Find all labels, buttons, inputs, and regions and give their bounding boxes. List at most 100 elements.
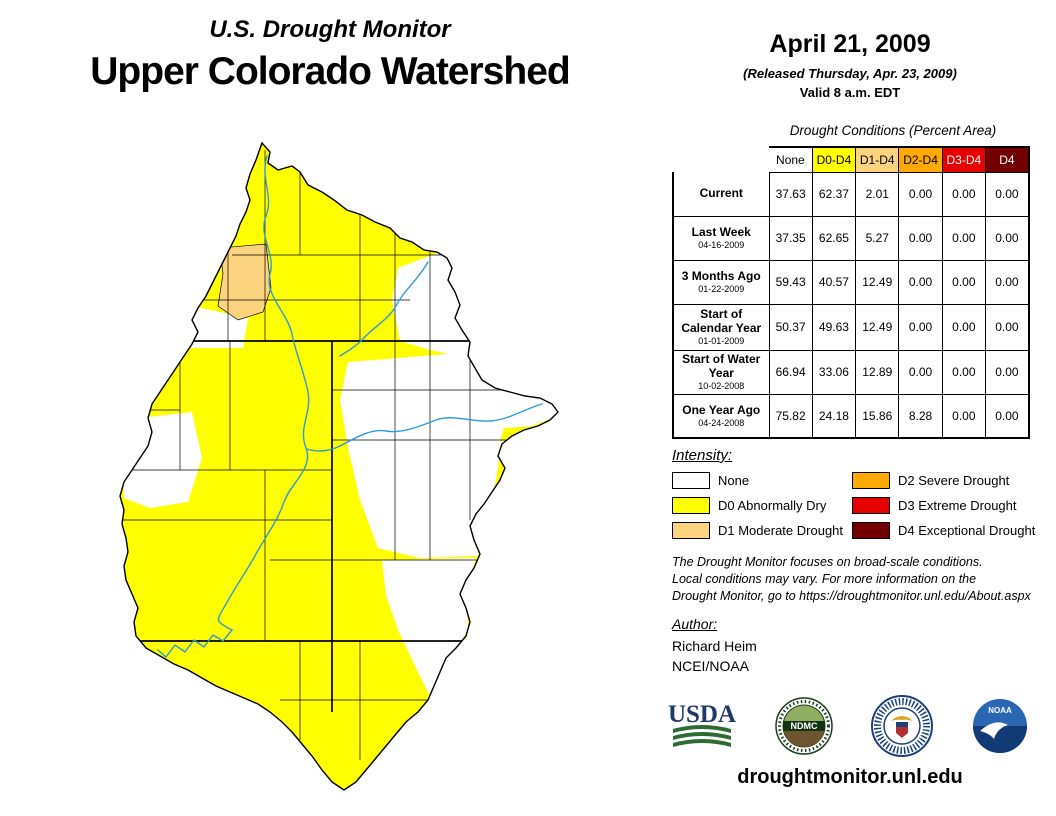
legend-label: D2 Severe Drought — [898, 473, 1010, 488]
row-date: 04-16-2009 — [698, 240, 745, 251]
legend-label: D0 Abnormally Dry — [718, 498, 827, 513]
legend-item: D4 Exceptional Drought — [852, 518, 1035, 543]
usda-stripe — [673, 725, 731, 733]
map-date: April 21, 2009 — [769, 30, 931, 58]
county-lines — [120, 150, 558, 760]
ndmc-landscape — [782, 726, 825, 747]
cell-value: 12.49 — [855, 259, 900, 305]
cell-value: 0.00 — [898, 259, 943, 305]
cell-value: 0.00 — [984, 303, 1030, 351]
legend-label: D1 Moderate Drought — [718, 523, 844, 538]
disclaimer-text: The Drought Monitor focuses on broad-sca… — [672, 554, 1031, 605]
cell-value: 0.00 — [984, 215, 1030, 261]
table-row: Last Week 04-16-2009 37.35 62.65 5.27 0.0… — [672, 215, 1030, 261]
cell-value: 12.49 — [855, 303, 900, 351]
commerce-seal — [871, 695, 934, 757]
row-date: 10-02-2008 — [698, 380, 745, 391]
cell-value: 0.00 — [941, 349, 986, 395]
cell-value: 50.37 — [768, 303, 813, 351]
row-date: 04-24-2008 — [698, 417, 745, 428]
date-block: April 21, 2009 (Released Thursday, Apr. … — [700, 30, 1000, 100]
legend-item: D1 Moderate Drought — [672, 518, 843, 543]
table-title: Drought Conditions (Percent Area) — [789, 123, 997, 138]
row-label: Start of Water Year — [682, 352, 761, 380]
table-row: Start of Calendar Year 01-01-2009 50.37 4… — [672, 303, 1030, 351]
cell-value: 0.00 — [898, 303, 943, 351]
legend-swatch-d0 — [672, 497, 710, 514]
title-block: U.S. Drought Monitor Upper Colorado Wate… — [30, 16, 630, 94]
legend-item: D0 Abnormally Dry — [672, 493, 843, 518]
cell-value: 0.00 — [984, 259, 1030, 305]
noaa-seagull — [979, 722, 1008, 739]
legend-label: D4 Exceptional Drought — [898, 523, 1036, 538]
row-label: One Year Ago — [682, 402, 761, 417]
commerce-eagle — [891, 716, 914, 721]
cell-value: 0.00 — [898, 171, 943, 217]
usda-stripe — [673, 732, 731, 740]
rivers — [157, 155, 543, 658]
row-label: Last Week — [691, 224, 751, 239]
disclaimer-line: The Drought Monitor focuses on broad-sca… — [672, 555, 983, 569]
usda-logo: USDA — [668, 701, 736, 747]
legend-swatch-d1 — [672, 522, 710, 539]
drought-conditions-table: None D0-D4 D1-D4 D2-D4 D3-D4 D4 Current … — [672, 146, 1030, 439]
table-header-row: None D0-D4 D1-D4 D2-D4 D3-D4 D4 — [673, 146, 1030, 173]
cell-value: 0.00 — [984, 349, 1030, 395]
usda-stripe — [673, 739, 731, 747]
region-title: Upper Colorado Watershed — [90, 50, 570, 93]
table-row: 3 Months Ago 01-22-2009 59.43 40.57 12.49… — [672, 259, 1030, 305]
legend-label: D3 Extreme Drought — [898, 498, 1017, 513]
legend-title: Intensity: — [672, 447, 733, 464]
cell-value: 2.01 — [855, 171, 900, 217]
cell-value: 37.35 — [768, 215, 813, 261]
valid-time: Valid 8 a.m. EDT — [799, 85, 901, 100]
column-header-d0d4: D0-D4 — [811, 146, 857, 173]
legend-column-right: D2 Severe Drought D3 Extreme Drought D4 … — [852, 468, 1035, 543]
cell-value: 62.37 — [811, 171, 857, 217]
cell-value: 8.28 — [898, 393, 943, 439]
cell-value: 33.06 — [811, 349, 857, 395]
cell-value: 75.82 — [768, 393, 813, 439]
cell-value: 0.00 — [941, 171, 986, 217]
disclaimer-line: Local conditions may vary. For more info… — [672, 572, 977, 586]
legend-item: D3 Extreme Drought — [852, 493, 1035, 518]
table-row: Current 37.63 62.37 2.01 0.00 0.00 0.00 — [672, 171, 1030, 217]
cell-value: 0.00 — [941, 259, 986, 305]
ndmc-text-ring — [777, 700, 830, 752]
cell-value: 0.00 — [941, 303, 986, 351]
cell-value: 15.86 — [855, 393, 900, 439]
column-header-none: None — [768, 146, 813, 173]
table-corner-cell — [673, 147, 769, 172]
cell-value: 62.65 — [811, 215, 857, 261]
legend-swatch-d2 — [852, 472, 890, 489]
cell-value: 5.27 — [855, 215, 900, 261]
commerce-text-ring — [874, 698, 931, 754]
column-header-d3d4: D3-D4 — [941, 146, 986, 173]
agency-logos: USDA NDMC NOAA — [668, 690, 1028, 762]
report-title: U.S. Drought Monitor — [209, 16, 451, 43]
row-label: 3 Months Ago — [681, 268, 761, 283]
cell-value: 0.00 — [984, 171, 1030, 217]
legend-swatch-d3 — [852, 497, 890, 514]
row-date: 01-22-2009 — [698, 284, 745, 295]
cell-value: 12.89 — [855, 349, 900, 395]
cell-value: 0.00 — [898, 349, 943, 395]
cell-value: 0.00 — [984, 393, 1030, 439]
legend-item: None — [672, 468, 843, 493]
cell-value: 37.63 — [768, 171, 813, 217]
row-label: Current — [699, 185, 743, 200]
ndmc-logo-text: NDMC — [790, 721, 817, 731]
legend-swatch-d4 — [852, 522, 890, 539]
legend-item: D2 Severe Drought — [852, 468, 1035, 493]
column-header-d1d4: D1-D4 — [855, 146, 900, 173]
watershed-map — [119, 142, 559, 791]
usda-logo-text: USDA — [668, 701, 736, 728]
noaa-logo: NOAA — [972, 699, 1027, 753]
drought-monitor-url: droughtmonitor.unl.edu — [737, 766, 963, 788]
legend-swatch-none — [672, 472, 710, 489]
cell-value: 0.00 — [898, 215, 943, 261]
table-row: One Year Ago 04-24-2008 75.82 24.18 15.86… — [672, 393, 1030, 439]
table-row: Start of Water Year 10-02-2008 66.94 33.0… — [672, 349, 1030, 395]
column-header-d2d4: D2-D4 — [898, 146, 943, 173]
noaa-logo-text: NOAA — [988, 706, 1012, 715]
